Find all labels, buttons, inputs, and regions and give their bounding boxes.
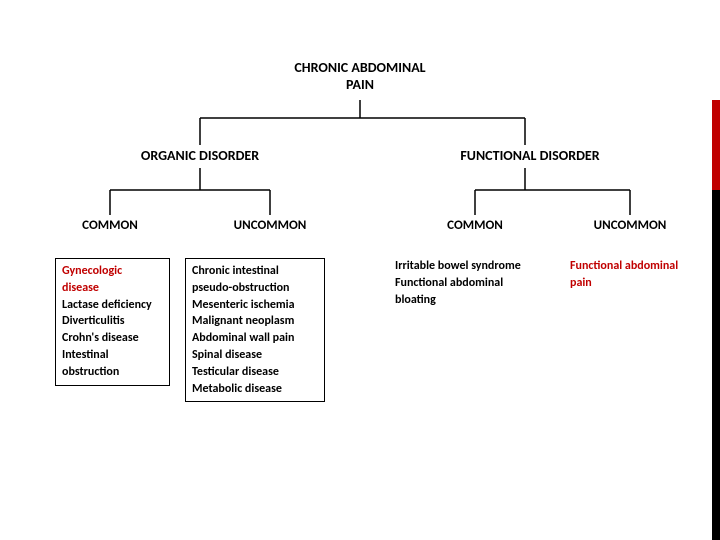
node-organic-common: COMMON <box>55 218 165 234</box>
accent-bar-black <box>712 190 720 540</box>
root-line1: CHRONIC ABDOMINAL <box>294 59 425 76</box>
node-organic: ORGANIC DISORDER <box>110 148 290 165</box>
node-functional: FUNCTIONAL DISORDER <box>430 148 630 165</box>
leaf-functional-uncommon: Functional abdominalpain <box>570 258 705 292</box>
root-node: CHRONIC ABDOMINAL PAIN <box>260 60 460 94</box>
node-functional-common: COMMON <box>420 218 530 234</box>
root-line2: PAIN <box>346 76 374 93</box>
leaf-organic-common: GynecologicdiseaseLactase deficiencyDive… <box>55 258 170 386</box>
accent-bar-red <box>712 100 720 190</box>
leaf-organic-uncommon: Chronic intestinalpseudo-obstructionMese… <box>185 258 325 402</box>
node-organic-uncommon: UNCOMMON <box>210 218 330 234</box>
node-functional-uncommon: UNCOMMON <box>575 218 685 234</box>
leaf-functional-common: Irritable bowel syndromeFunctional abdom… <box>395 258 560 308</box>
